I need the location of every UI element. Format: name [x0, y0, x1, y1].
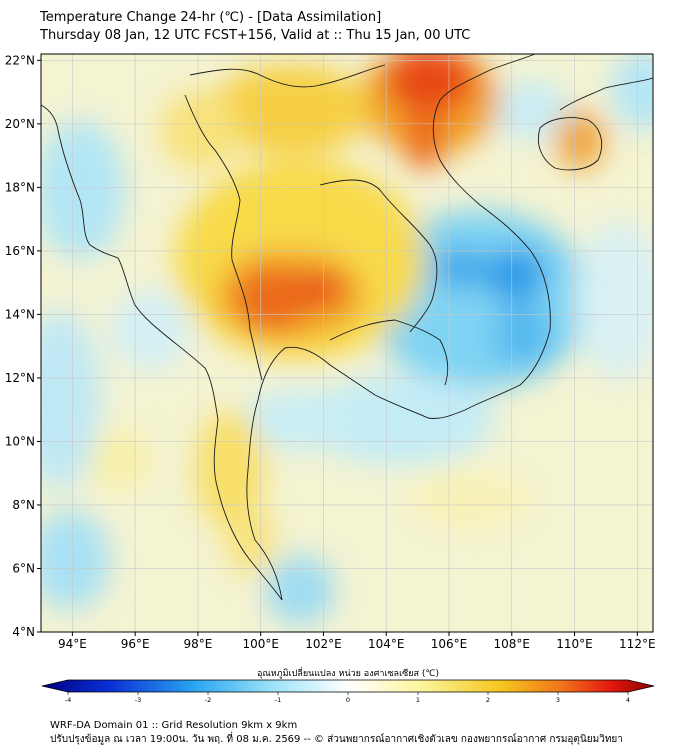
lat-tick-label: 4°N: [12, 625, 35, 639]
colorbar: อุณหภูมิเปลี่ยนแปลง หน่วย องศาเซลเซียส (…: [41, 666, 655, 704]
lat-tick-label: 16°N: [5, 244, 35, 258]
border-cambodia: [329, 319, 449, 386]
colorbar-tick-label: -3: [135, 696, 141, 704]
lat-tick-label: 6°N: [12, 561, 35, 575]
lat-tick-label: 22°N: [5, 53, 35, 67]
lon-tick-label: 104°E: [368, 637, 405, 651]
coastline-west: [41, 104, 283, 601]
lon-tick-label: 102°E: [305, 637, 342, 651]
colorbar-tick-label: 0: [346, 696, 350, 704]
colorbar-tick-label: 4: [626, 696, 630, 704]
lon-tick-label: 106°E: [431, 637, 468, 651]
coastlines: [41, 54, 653, 601]
lat-tick-label: 8°N: [12, 498, 35, 512]
colorbar-tick-label: -4: [65, 696, 71, 704]
lon-tick-label: 112°E: [619, 637, 656, 651]
lon-tick-label: 98°E: [183, 637, 212, 651]
lat-tick-label: 18°N: [5, 180, 35, 194]
map-subtitle: Thursday 08 Jan, 12 UTC FCST+156, Valid …: [40, 28, 471, 43]
colorbar-tick-label: -1: [275, 696, 281, 704]
longitude-axis: 94°E 96°E 98°E 100°E 102°E 104°E 106°E 108°E 110…: [58, 632, 656, 651]
lon-tick-label: 108°E: [494, 637, 531, 651]
temperature-field: [41, 54, 653, 632]
lat-tick-label: 20°N: [5, 117, 35, 131]
coastline-gulf: [246, 346, 466, 601]
border-laos: [319, 179, 438, 333]
colorbar-tick-label: 3: [556, 696, 560, 704]
colorbar-tick-label: 2: [486, 696, 490, 704]
latitude-axis: 22°N 20°N 18°N 16°N 14°N 12°N 10°N 8°N 6°N 4°N: [5, 53, 41, 639]
coastline-south-china: [559, 77, 653, 111]
coastline-vietnam: [432, 54, 551, 411]
border-myanmar-thai: [184, 94, 216, 151]
graticule: [41, 54, 653, 632]
colorbar-tick-label: 1: [416, 696, 420, 704]
lon-tick-label: 110°E: [556, 637, 593, 651]
lon-tick-label: 94°E: [58, 637, 87, 651]
lon-tick-label: 96°E: [121, 637, 150, 651]
coastline-hainan: [537, 117, 603, 171]
lon-tick-label: 100°E: [242, 637, 279, 651]
map-frame: [40, 53, 654, 633]
footer-credit: ปรับปรุงข้อมูล ณ เวลา 19:00น. วัน พฤ. ที…: [50, 734, 623, 745]
colorbar-title: อุณหภูมิเปลี่ยนแปลง หน่วย องศาเซลเซียส (…: [257, 666, 439, 679]
lat-tick-label: 10°N: [5, 434, 35, 448]
footer-model-info: WRF-DA Domain 01 :: Grid Resolution 9km …: [50, 720, 298, 731]
colorbar-tick-label: -2: [205, 696, 211, 704]
lat-tick-label: 14°N: [5, 307, 35, 321]
lat-tick-label: 12°N: [5, 371, 35, 385]
border-north: [189, 64, 386, 88]
map-title: Temperature Change 24-hr (℃) - [Data Ass…: [40, 10, 382, 25]
border-thailand: [214, 149, 263, 381]
colorbar-bar: [41, 679, 655, 693]
